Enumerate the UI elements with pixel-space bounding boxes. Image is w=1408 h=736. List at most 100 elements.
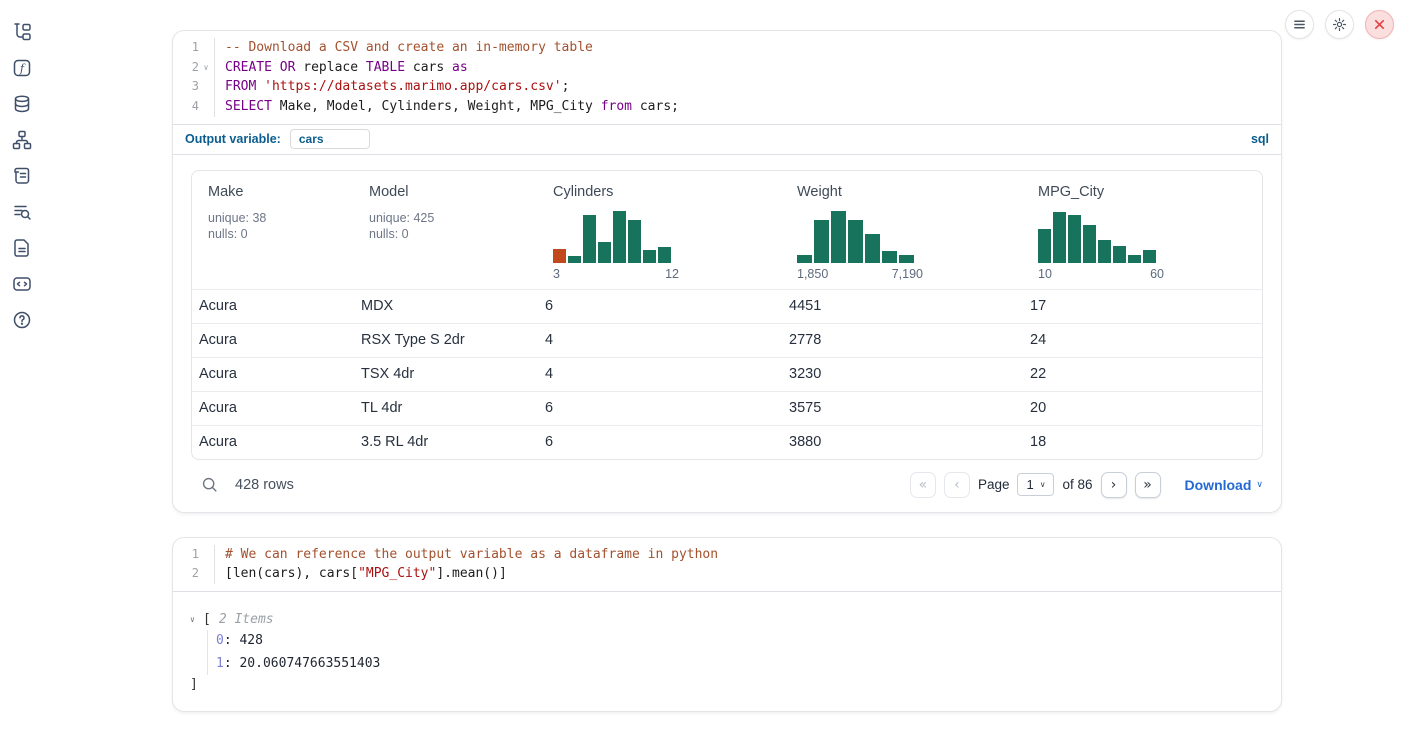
histogram-bar[interactable] — [1113, 246, 1126, 263]
sidebar-item-dependencies[interactable] — [11, 129, 33, 151]
line-number: 1 — [173, 545, 199, 565]
column-header-weight[interactable]: Weight 1,850 7,190 — [781, 171, 1022, 289]
data-table: Makeunique: 38nulls: 0Modelunique: 425nu… — [191, 170, 1263, 460]
sidebar-item-file-explorer[interactable] — [11, 21, 33, 43]
editor-gutter: 1 — [173, 38, 215, 58]
column-header-model[interactable]: Modelunique: 425nulls: 0 — [353, 171, 537, 289]
table-cell: 3.5 RL 4dr — [353, 426, 537, 459]
histogram-bar[interactable] — [628, 220, 641, 263]
histogram-bar[interactable] — [1128, 255, 1141, 263]
row-count-label: 428 rows — [235, 477, 294, 493]
code-text: [len(cars), cars["MPG_City"].mean()] — [215, 564, 507, 584]
editor-gutter: 2∨ — [173, 58, 215, 78]
table-row: AcuraRSX Type S 2dr4277824 — [192, 323, 1262, 357]
column-name: Model — [369, 184, 529, 200]
sidebar-item-snippets[interactable] — [11, 273, 33, 295]
editor-gutter: 2 — [173, 564, 215, 584]
code-token: 'https://datasets.marimo.app/cars.csv' — [264, 79, 561, 94]
code-line[interactable]: 2[len(cars), cars["MPG_City"].mean()] — [173, 564, 1281, 584]
code-line[interactable]: 1-- Download a CSV and create an in-memo… — [173, 38, 1281, 58]
code-line[interactable]: 2∨CREATE OR replace TABLE cars as — [173, 58, 1281, 78]
table-cell: 3880 — [781, 426, 1022, 459]
scratchpad-icon — [12, 166, 32, 186]
menu-button[interactable] — [1285, 10, 1314, 39]
last-page-button[interactable]: » — [1135, 472, 1161, 498]
code-text: SELECT Make, Model, Cylinders, Weight, M… — [215, 97, 679, 117]
tree-item: 0: 428 — [208, 630, 1265, 653]
histogram-bar[interactable] — [1143, 250, 1156, 263]
code-line[interactable]: 4SELECT Make, Model, Cylinders, Weight, … — [173, 97, 1281, 117]
code-line[interactable]: 3FROM 'https://datasets.marimo.app/cars.… — [173, 77, 1281, 97]
search-icon — [201, 476, 218, 493]
histogram-axis: 1,850 7,190 — [797, 267, 923, 281]
histogram-bar[interactable] — [1083, 225, 1096, 263]
editor-gutter: 3 — [173, 77, 215, 97]
histogram-bar[interactable] — [568, 256, 581, 263]
page-select[interactable]: 1 ∨ — [1017, 473, 1054, 496]
sidebar-item-scratchpad[interactable] — [11, 165, 33, 187]
histogram-bar[interactable] — [553, 249, 566, 263]
code-token: as — [452, 60, 468, 75]
collapse-chevron-icon[interactable]: ∨ — [190, 615, 203, 624]
histogram-bars — [553, 210, 673, 263]
item-count-label: 2 Items — [219, 612, 274, 627]
histogram-bar[interactable] — [1068, 215, 1081, 263]
axis-max-label: 7,190 — [892, 267, 923, 281]
histogram-bar[interactable] — [899, 255, 914, 263]
histogram-bar[interactable] — [831, 211, 846, 263]
table-cell: MDX — [353, 290, 537, 323]
histogram-bar[interactable] — [1098, 240, 1111, 263]
help-circle-icon — [12, 310, 32, 330]
table-cell: 6 — [537, 426, 781, 459]
hamburger-icon — [1293, 18, 1306, 31]
document-icon — [12, 238, 32, 258]
histogram-bar[interactable] — [1053, 212, 1066, 263]
column-header-mpg_city[interactable]: MPG_City1060 — [1022, 171, 1262, 289]
histogram-bar[interactable] — [583, 215, 596, 263]
column-header-cylinders[interactable]: Cylinders312 — [537, 171, 781, 289]
item-separator: : — [224, 656, 240, 671]
prev-page-button[interactable]: ‹ — [944, 472, 970, 498]
axis-min-label: 1,850 — [797, 267, 828, 281]
axis-min-label: 3 — [553, 267, 560, 281]
histogram-bar[interactable] — [613, 211, 626, 263]
python-code-editor[interactable]: 1 # We can reference the output variable … — [173, 538, 1281, 591]
gear-icon — [1332, 17, 1347, 32]
table-cell: Acura — [192, 426, 353, 459]
sidebar-item-variables[interactable]: f — [11, 57, 33, 79]
code-line[interactable]: 1 # We can reference the output variable … — [173, 545, 1281, 565]
axis-min-label: 10 — [1038, 267, 1052, 281]
language-badge: sql — [1251, 132, 1269, 146]
line-number: 2 — [173, 58, 199, 78]
histogram-bar[interactable] — [814, 220, 829, 263]
histogram-bar[interactable] — [598, 242, 611, 263]
code-token: # We can reference the output variable a… — [225, 547, 718, 562]
first-page-button[interactable]: « — [910, 472, 936, 498]
code-token: ; — [562, 79, 570, 94]
sidebar-item-help[interactable] — [11, 309, 33, 331]
next-page-button[interactable]: › — [1101, 472, 1127, 498]
page-label: Page — [978, 477, 1010, 492]
histogram-bar[interactable] — [643, 250, 656, 263]
download-button[interactable]: Download ∨ — [1185, 477, 1263, 493]
sidebar-item-datasources[interactable] — [11, 93, 33, 115]
stat-line: nulls: 0 — [369, 226, 529, 243]
shutdown-button[interactable] — [1365, 10, 1394, 39]
histogram-bar[interactable] — [797, 255, 812, 263]
column-header-make[interactable]: Makeunique: 38nulls: 0 — [192, 171, 353, 289]
output-variable-input[interactable] — [290, 129, 370, 149]
code-token: cars — [405, 60, 452, 75]
histogram-bar[interactable] — [658, 247, 671, 263]
histogram-bar[interactable] — [882, 251, 897, 263]
histogram-bar[interactable] — [848, 220, 863, 263]
fold-chevron-icon[interactable]: ∨ — [199, 58, 213, 78]
histogram-bar[interactable] — [1038, 229, 1051, 263]
sql-code-editor[interactable]: 1-- Download a CSV and create an in-memo… — [173, 31, 1281, 124]
sidebar-item-documentation[interactable] — [11, 237, 33, 259]
histogram-bar[interactable] — [865, 234, 880, 263]
page-select-value: 1 — [1026, 477, 1033, 492]
search-button[interactable] — [199, 475, 219, 495]
settings-button[interactable] — [1325, 10, 1354, 39]
sidebar-item-logs[interactable] — [11, 201, 33, 223]
column-name: Weight — [797, 184, 1014, 200]
